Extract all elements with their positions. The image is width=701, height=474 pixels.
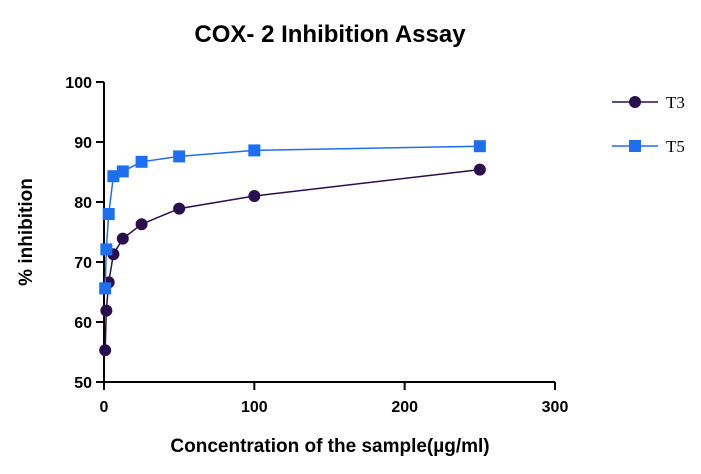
- data-point-t5: [248, 144, 261, 157]
- series-line-t5: [104, 145, 480, 289]
- legend-label: T3: [666, 93, 685, 112]
- x-axis-label: Concentration of the sample(µg/ml): [170, 436, 489, 457]
- data-point-t3: [135, 218, 148, 231]
- data-point-t5: [135, 155, 148, 168]
- legend-item-t3: T3: [612, 93, 685, 112]
- data-point-t3: [99, 344, 112, 357]
- legend-label: T5: [666, 137, 685, 156]
- y-tick-label: 90: [74, 135, 92, 152]
- legend-item-t5: T5: [612, 137, 685, 156]
- legend: T3 T5: [612, 93, 685, 156]
- y-tick-label: 50: [74, 375, 92, 392]
- x-tick-label: 0: [100, 399, 109, 416]
- series-t3: [99, 163, 486, 357]
- axes: 50 60 70 80 90 100 0 100 200 300: [65, 75, 568, 416]
- legend-marker: [629, 96, 641, 108]
- data-point-t3: [473, 163, 486, 176]
- data-point-t5: [116, 165, 129, 178]
- chart-title: COX- 2 Inhibition Assay: [194, 21, 466, 48]
- x-tick-label: 300: [542, 399, 569, 416]
- data-point-t5: [173, 150, 186, 163]
- legend-marker: [629, 140, 641, 152]
- series-layer: [99, 140, 486, 357]
- y-tick-label: 80: [74, 195, 92, 212]
- data-point-t3: [248, 190, 261, 202]
- x-tick-label: 100: [241, 399, 268, 416]
- y-tick-label: 60: [74, 315, 92, 332]
- x-tick-label: 200: [391, 399, 418, 416]
- data-point-t3: [173, 202, 186, 215]
- data-point-t5: [107, 170, 120, 183]
- y-axis-label: % inhibition: [16, 178, 37, 286]
- data-point-t5: [473, 140, 486, 153]
- data-point-t5: [99, 282, 112, 295]
- series-t5: [99, 140, 486, 295]
- data-point-t5: [100, 243, 113, 256]
- data-point-t3: [116, 232, 129, 245]
- series-line-t3: [104, 168, 480, 351]
- data-point-t3: [100, 304, 113, 317]
- y-tick-label: 70: [74, 255, 92, 272]
- y-tick-label: 100: [65, 75, 92, 92]
- data-point-t5: [102, 208, 115, 220]
